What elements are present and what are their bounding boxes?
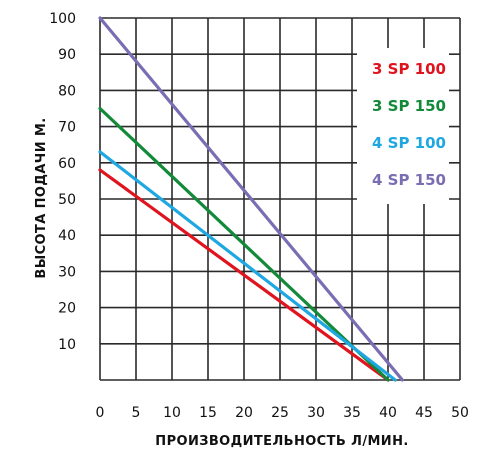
series-line-1 xyxy=(98,168,390,382)
series-lines xyxy=(98,16,404,382)
x-tick-label: 30 xyxy=(307,405,325,421)
series-line-3 xyxy=(98,150,397,382)
legend-entry: 3 SP 100 xyxy=(372,60,446,78)
x-tick-label: 0 xyxy=(96,405,105,421)
x-axis-title: ПРОИЗВОДИТЕЛЬНОСТЬ Л/МИН. xyxy=(155,434,408,449)
y-tick-label: 20 xyxy=(58,301,76,317)
y-tick-label: 100 xyxy=(49,11,76,27)
grid xyxy=(99,17,461,381)
y-tick-label: 10 xyxy=(58,337,76,353)
y-tick-label: 60 xyxy=(58,156,76,172)
x-axis-ticks: 0 5 10 15 20 25 30 35 40 45 50 xyxy=(96,405,469,421)
x-tick-label: 5 xyxy=(132,405,141,421)
x-tick-label: 50 xyxy=(451,405,469,421)
legend-entry: 4 SP 100 xyxy=(372,134,446,152)
y-axis-ticks: 10 20 30 40 50 60 70 80 90 100 xyxy=(49,11,76,353)
x-tick-label: 25 xyxy=(271,405,289,421)
y-tick-label: 50 xyxy=(58,192,76,208)
legend-entry: 4 SP 150 xyxy=(372,171,446,189)
legend-entry: 3 SP 150 xyxy=(372,97,446,115)
y-tick-label: 30 xyxy=(58,264,76,280)
legend: 3 SP 100 3 SP 150 4 SP 100 4 SP 150 xyxy=(357,48,449,204)
y-tick-label: 80 xyxy=(58,83,76,99)
y-tick-label: 70 xyxy=(58,120,76,136)
x-tick-label: 35 xyxy=(343,405,361,421)
x-tick-label: 40 xyxy=(379,405,397,421)
series-line-4 xyxy=(98,16,404,382)
x-tick-label: 10 xyxy=(163,405,181,421)
series-line-2 xyxy=(98,106,390,382)
x-tick-label: 15 xyxy=(199,405,217,421)
x-tick-label: 45 xyxy=(415,405,433,421)
x-tick-label: 20 xyxy=(235,405,253,421)
y-axis-title: ВЫСОТА ПОДАЧИ М. xyxy=(34,117,49,278)
legend-background xyxy=(357,48,449,204)
y-tick-label: 90 xyxy=(58,47,76,63)
y-tick-label: 40 xyxy=(58,228,76,244)
